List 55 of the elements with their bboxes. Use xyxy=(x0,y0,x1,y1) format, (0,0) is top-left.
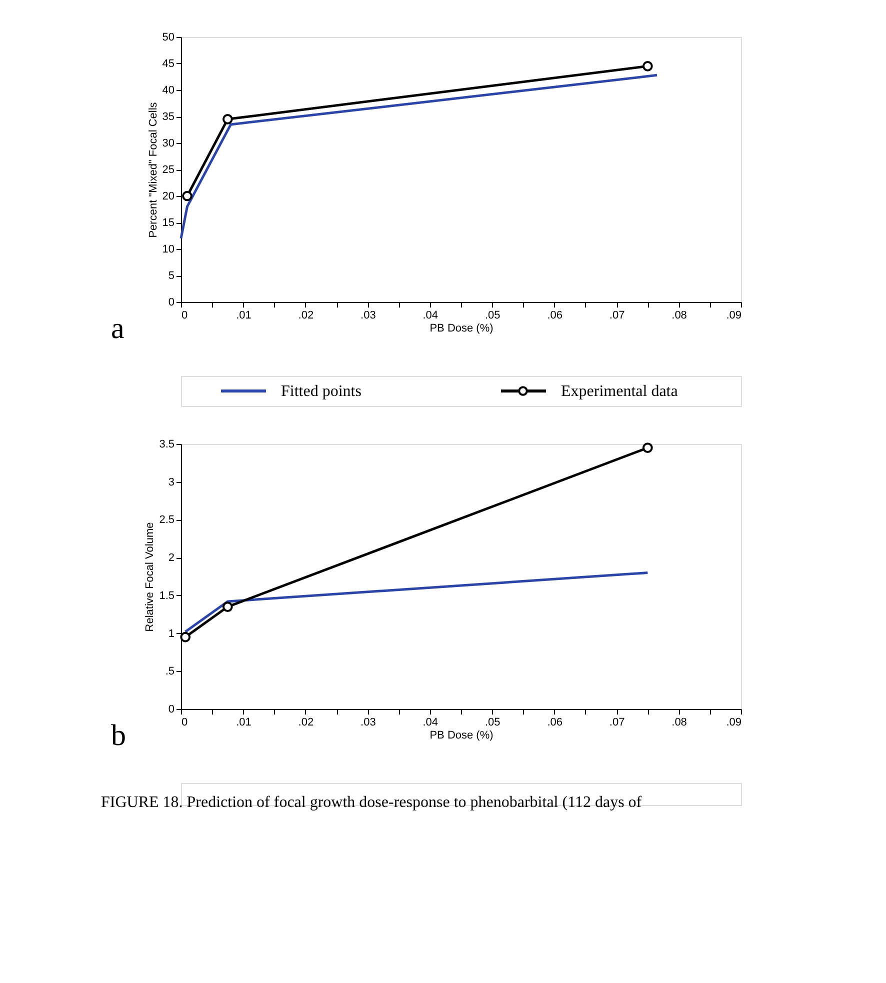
x-tick-label: 0 xyxy=(182,716,188,728)
y-tick-label: 2 xyxy=(168,552,174,564)
y-tick-label: 40 xyxy=(162,84,174,96)
x-tick-label: .07 xyxy=(609,310,625,322)
x-tick-label: .09 xyxy=(726,310,742,322)
x-tick-label: .01 xyxy=(236,716,252,728)
x-axis-title: PB Dose (%) xyxy=(430,730,494,742)
x-tick-label: .09 xyxy=(726,716,742,728)
y-axis-title: Percent "Mixed" Focal Cells xyxy=(147,102,160,238)
y-tick-label: 25 xyxy=(162,164,174,176)
y-tick-label: 0 xyxy=(168,296,174,308)
y-tick-label: 1 xyxy=(168,628,174,640)
text: b xyxy=(111,719,126,752)
x-tick-label: .06 xyxy=(547,310,562,322)
caption: FIGURE 18. Prediction of focal growth dose-response to phenobarbital (112 days of xyxy=(101,794,642,811)
point xyxy=(222,114,233,124)
legend-label: Experimental data xyxy=(561,383,678,400)
x-tick-label: 0 xyxy=(182,310,188,322)
y-axis-title: Relative Focal Volume xyxy=(144,522,156,632)
y-tick-label: 30 xyxy=(162,138,174,150)
y-tick-label: 3.5 xyxy=(159,438,174,450)
x-tick-label: .02 xyxy=(298,716,314,728)
y-tick-label: 35 xyxy=(162,111,174,123)
point xyxy=(222,602,233,612)
y-tick-label: 10 xyxy=(162,244,174,256)
point xyxy=(642,442,653,453)
y-tick-label: 5 xyxy=(168,270,174,282)
x-tick-label: .04 xyxy=(422,716,438,728)
point xyxy=(180,632,191,642)
x-tick-label: .03 xyxy=(360,310,376,322)
y-tick-label: 3 xyxy=(168,476,174,488)
x-tick-label: .01 xyxy=(236,310,252,322)
y-tick-label: 0 xyxy=(168,704,174,716)
y-tick-label: .5 xyxy=(165,666,174,678)
x-tick-label: .02 xyxy=(298,310,314,322)
x-tick-label: .06 xyxy=(547,716,562,728)
y-tick-label: 15 xyxy=(162,217,174,229)
x-tick-label: .05 xyxy=(484,716,500,728)
x-tick-label: .07 xyxy=(609,716,625,728)
point xyxy=(182,190,192,202)
y-tick-label: 2.5 xyxy=(159,514,174,526)
text: a xyxy=(111,312,124,345)
y-tick-label: 45 xyxy=(162,58,174,70)
legend-label: Fitted points xyxy=(281,383,362,400)
x-tick-label: .05 xyxy=(484,310,500,322)
line-series xyxy=(180,74,658,240)
point xyxy=(642,60,653,72)
y-tick-label: 1.5 xyxy=(159,590,174,602)
x-tick-label: .04 xyxy=(422,310,438,322)
y-tick-label: 20 xyxy=(162,190,174,202)
x-tick-label: .03 xyxy=(360,716,376,728)
y-tick-label: 50 xyxy=(162,32,174,44)
x-tick-label: .08 xyxy=(672,716,687,728)
x-tick-label: .08 xyxy=(672,310,687,322)
x-axis-title: PB Dose (%) xyxy=(430,322,494,334)
